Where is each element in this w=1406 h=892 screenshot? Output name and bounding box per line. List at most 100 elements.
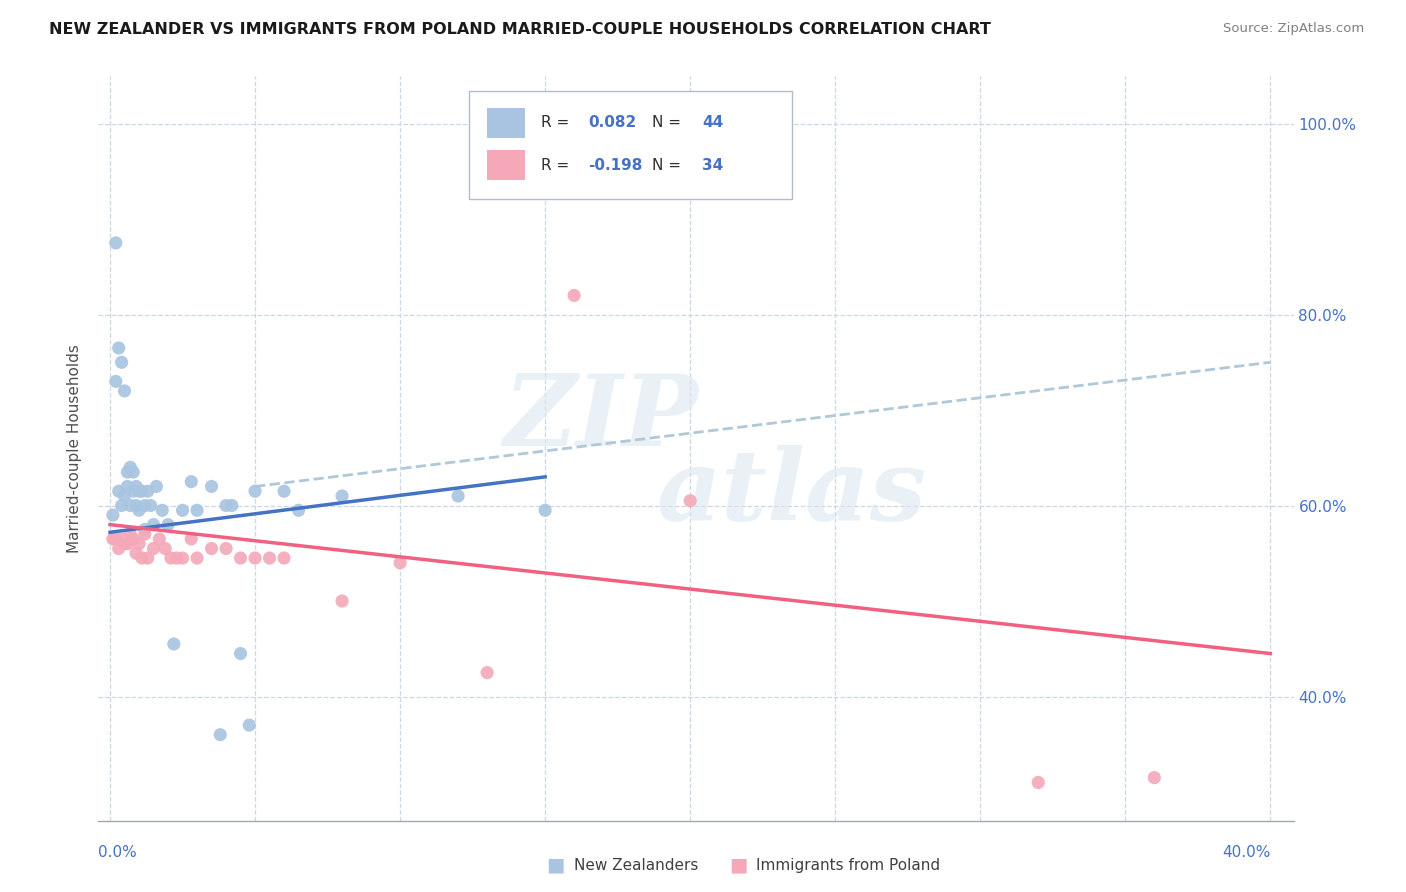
Point — [128, 503, 150, 517]
Point — [122, 484, 145, 499]
Point — [287, 503, 309, 517]
Point — [562, 288, 585, 302]
Point — [125, 499, 148, 513]
Point — [243, 551, 266, 566]
Point — [125, 479, 148, 493]
Point — [200, 479, 222, 493]
Point — [186, 551, 208, 566]
FancyBboxPatch shape — [470, 91, 792, 199]
Point — [1026, 775, 1049, 789]
Text: -0.198: -0.198 — [589, 158, 643, 173]
Point — [200, 541, 222, 556]
Point — [107, 541, 129, 556]
Point — [259, 551, 281, 566]
Point — [117, 537, 139, 551]
Point — [172, 551, 194, 566]
Point — [134, 527, 156, 541]
Point — [134, 522, 156, 536]
Point — [148, 532, 170, 546]
Point — [107, 341, 129, 355]
Point — [273, 484, 295, 499]
Text: atlas: atlas — [657, 445, 927, 541]
Point — [229, 551, 252, 566]
Point — [117, 479, 139, 493]
Text: ■: ■ — [728, 855, 748, 875]
Text: 44: 44 — [702, 115, 723, 130]
Text: N =: N = — [652, 115, 686, 130]
Point — [101, 508, 124, 522]
Text: N =: N = — [652, 158, 686, 173]
Text: Immigrants from Poland: Immigrants from Poland — [756, 858, 941, 872]
Y-axis label: Married-couple Households: Married-couple Households — [67, 343, 83, 553]
Point — [117, 465, 139, 479]
Point — [142, 541, 165, 556]
Point — [215, 541, 238, 556]
Point — [209, 728, 232, 742]
Point — [172, 503, 194, 517]
Point — [534, 503, 557, 517]
Point — [679, 493, 702, 508]
Text: ZIP: ZIP — [503, 370, 697, 467]
Text: 0.0%: 0.0% — [98, 845, 138, 860]
Point — [114, 384, 136, 398]
Point — [104, 532, 127, 546]
Point — [145, 479, 167, 493]
Point — [122, 532, 145, 546]
Point — [114, 537, 136, 551]
Point — [180, 475, 202, 489]
Point — [221, 499, 243, 513]
Point — [111, 355, 134, 369]
Point — [104, 375, 127, 389]
Text: New Zealanders: New Zealanders — [574, 858, 697, 872]
FancyBboxPatch shape — [486, 108, 524, 137]
Point — [120, 527, 142, 541]
Point — [114, 489, 136, 503]
Point — [157, 517, 180, 532]
Text: 34: 34 — [702, 158, 723, 173]
Point — [107, 484, 129, 499]
Point — [180, 532, 202, 546]
Text: NEW ZEALANDER VS IMMIGRANTS FROM POLAND MARRIED-COUPLE HOUSEHOLDS CORRELATION CH: NEW ZEALANDER VS IMMIGRANTS FROM POLAND … — [49, 22, 991, 37]
Point — [120, 460, 142, 475]
Point — [125, 546, 148, 560]
Text: 0.082: 0.082 — [589, 115, 637, 130]
Point — [229, 647, 252, 661]
Point — [134, 499, 156, 513]
Point — [111, 532, 134, 546]
Point — [1143, 771, 1166, 785]
Point — [139, 499, 162, 513]
FancyBboxPatch shape — [486, 150, 524, 180]
Text: 40.0%: 40.0% — [1222, 845, 1270, 860]
Point — [163, 637, 186, 651]
Point — [101, 532, 124, 546]
Text: Source: ZipAtlas.com: Source: ZipAtlas.com — [1223, 22, 1364, 36]
Point — [131, 484, 153, 499]
Text: R =: R = — [541, 115, 574, 130]
Text: R =: R = — [541, 158, 574, 173]
Point — [153, 541, 176, 556]
Point — [131, 551, 153, 566]
Point — [120, 499, 142, 513]
Point — [128, 537, 150, 551]
Point — [150, 503, 173, 517]
Point — [160, 551, 183, 566]
Point — [243, 484, 266, 499]
Point — [142, 517, 165, 532]
Point — [273, 551, 295, 566]
Point — [128, 484, 150, 499]
Point — [136, 484, 159, 499]
Point — [186, 503, 208, 517]
Point — [238, 718, 260, 732]
Point — [215, 499, 238, 513]
Point — [122, 465, 145, 479]
Point — [389, 556, 412, 570]
Point — [330, 594, 353, 608]
Point — [166, 551, 188, 566]
Point — [475, 665, 498, 680]
Point — [111, 499, 134, 513]
Point — [104, 235, 127, 250]
Point — [330, 489, 353, 503]
Point — [136, 551, 159, 566]
Text: ■: ■ — [546, 855, 565, 875]
Point — [447, 489, 470, 503]
